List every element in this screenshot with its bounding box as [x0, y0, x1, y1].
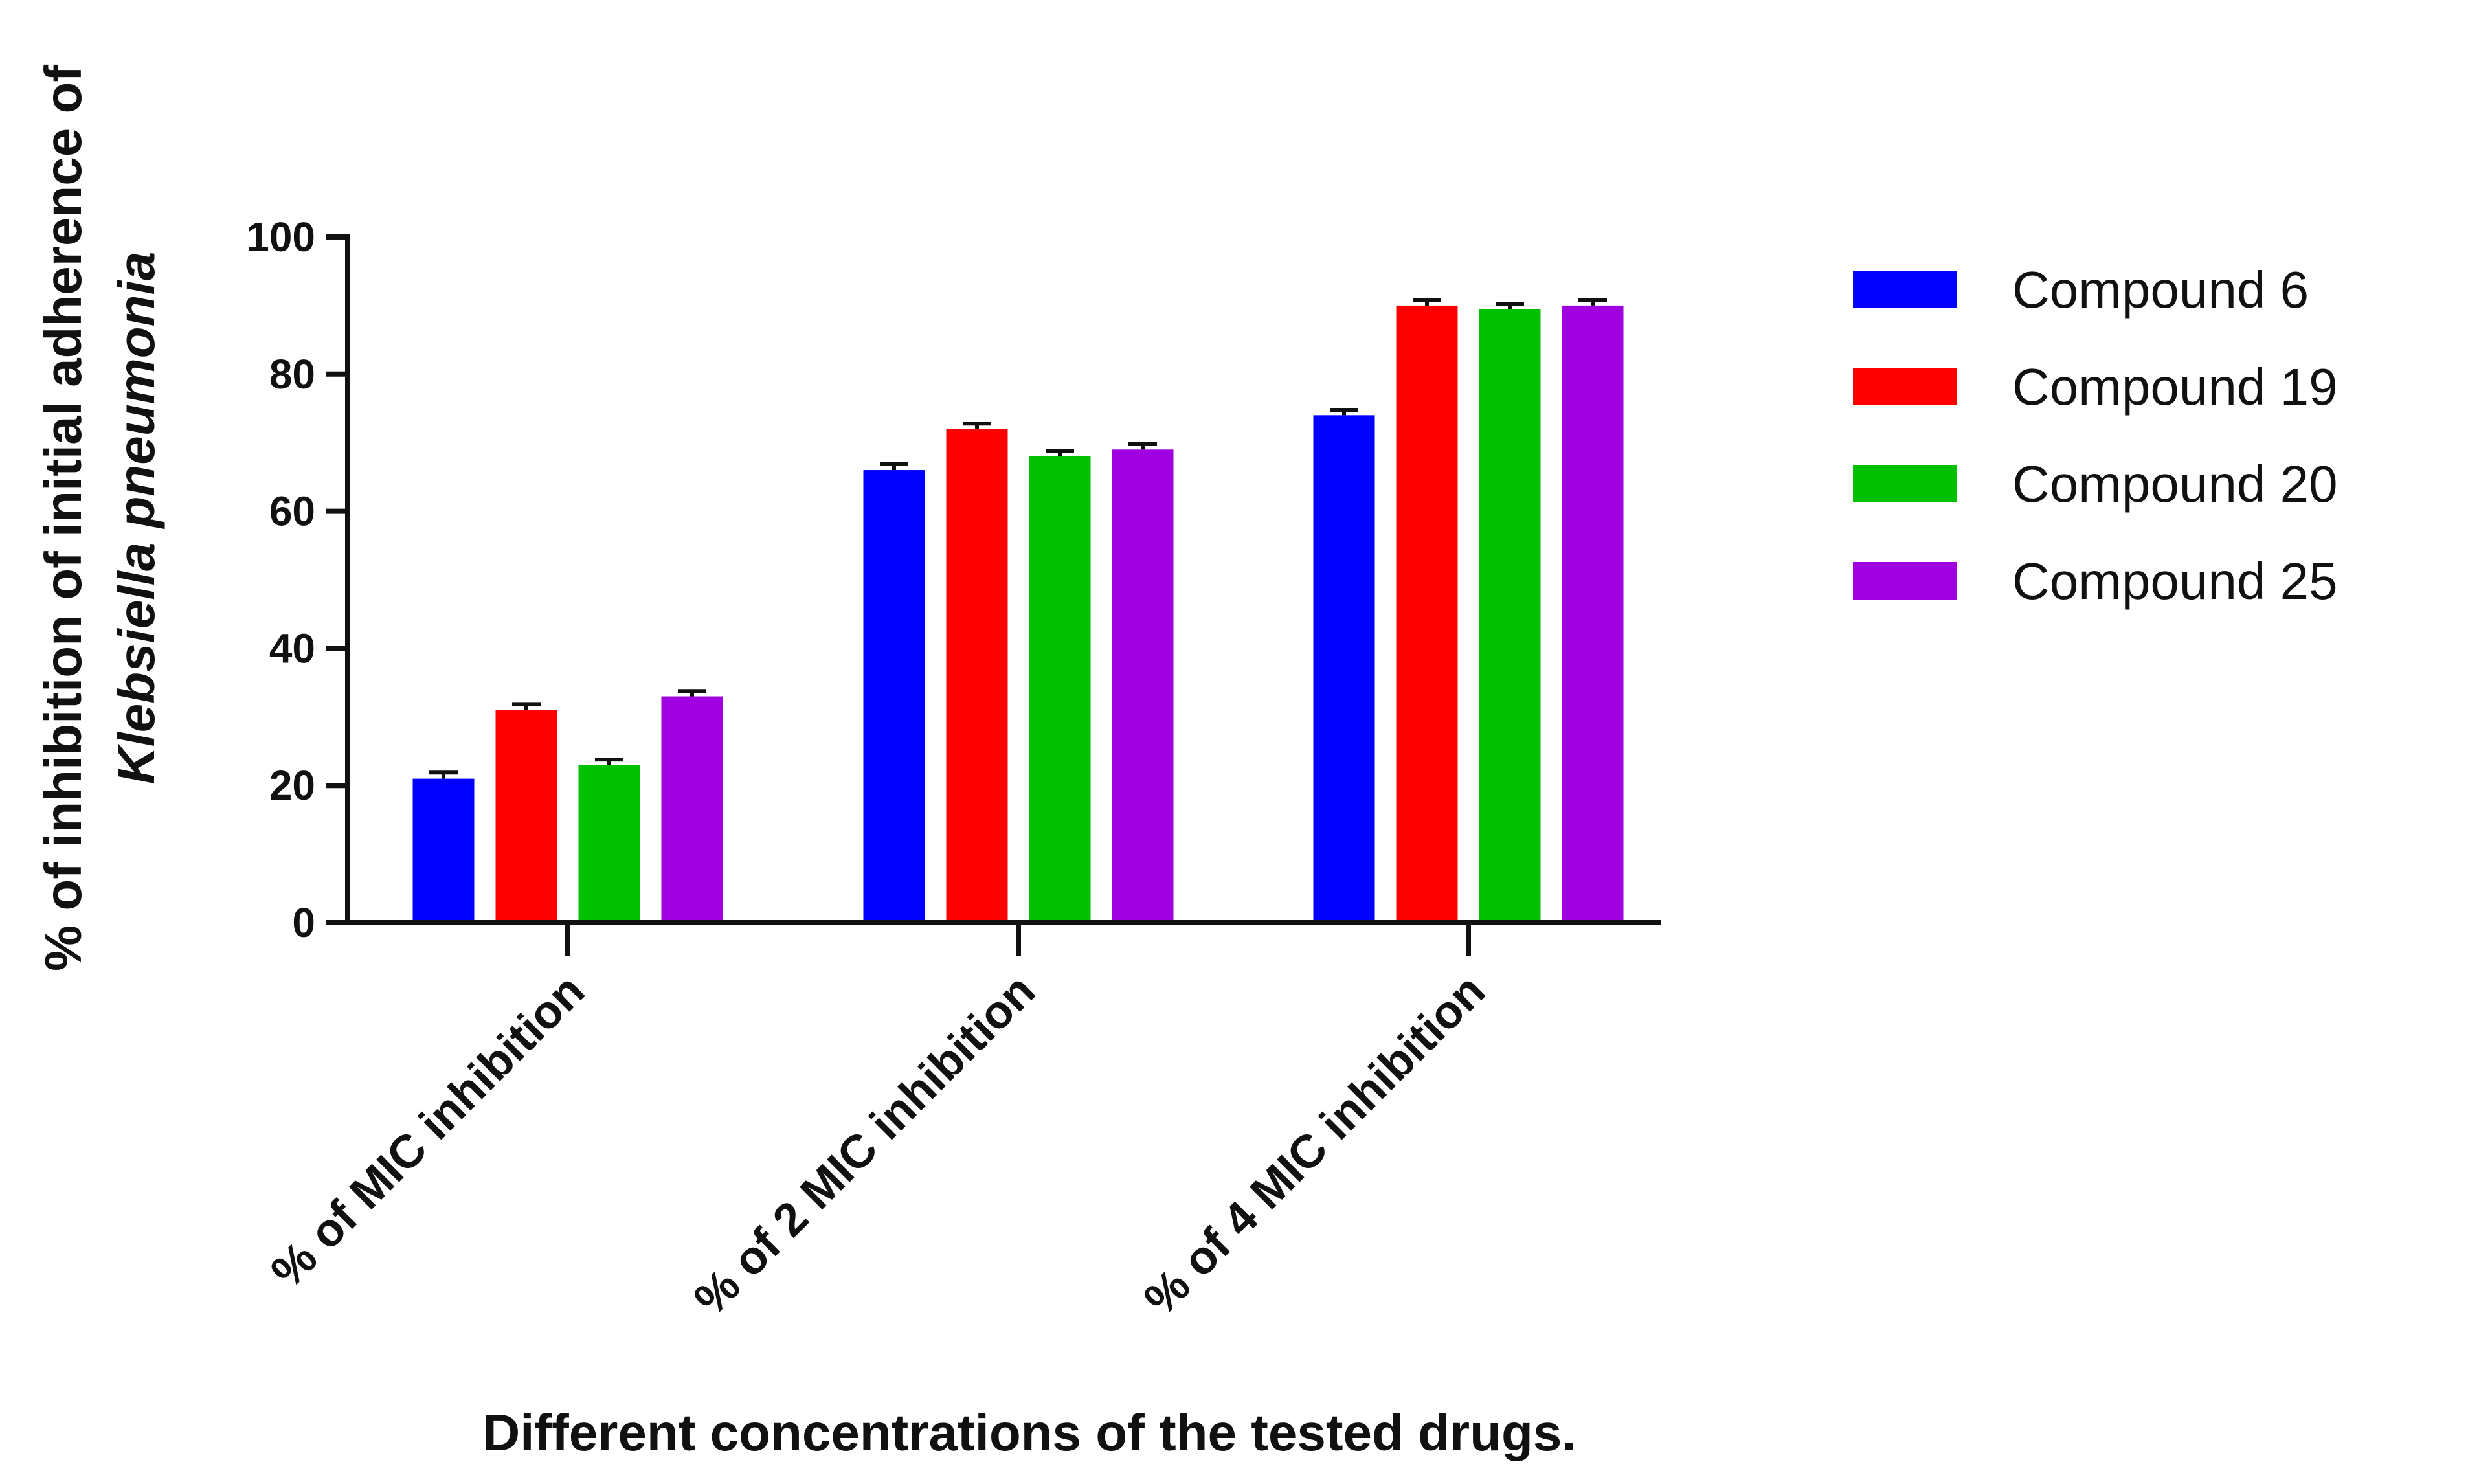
y-axis-title-line1: % of inhibition of initial adherence of: [34, 65, 92, 971]
bar-compound-6-3: [1313, 415, 1375, 923]
y-tick-label: 40: [269, 625, 315, 671]
y-tick-label: 60: [269, 488, 315, 535]
legend-swatch: [1853, 465, 1957, 502]
bar-compound-19-1: [495, 710, 557, 923]
y-ticks: 0 20 40 60 80 100: [246, 214, 348, 946]
legend-swatch: [1853, 368, 1957, 405]
bar-compound-25-3: [1562, 305, 1624, 923]
bar-compound-19-2: [946, 429, 1008, 923]
bar-compound-6-1: [412, 778, 475, 923]
bar-compound-20-2: [1029, 456, 1091, 923]
x-tick-label: % of 2 MIC inhibition: [684, 965, 1045, 1325]
bars-layer: [412, 305, 1624, 923]
x-tick-label: % of 4 MIC inhibition: [1134, 965, 1495, 1325]
y-axis-title-line2: Klebsiella pneumonia: [107, 252, 165, 784]
x-tick-label: % of MIC inhibition: [262, 965, 595, 1298]
y-tick-label: 80: [269, 351, 315, 398]
y-tick-label: 100: [246, 214, 315, 260]
x-ticks: % of MIC inhibition % of 2 MIC inhibition…: [262, 923, 1495, 1325]
x-axis-title: Different concentrations of the tested d…: [482, 1404, 1576, 1461]
legend-label: Compound 20: [2012, 455, 2338, 513]
bar-compound-6-2: [863, 470, 925, 923]
error-bars-layer: [429, 298, 1607, 779]
y-tick-label: 0: [292, 899, 315, 946]
legend-label: Compound 19: [2012, 358, 2338, 416]
bar-compound-25-1: [661, 696, 723, 923]
bar-compound-19-3: [1396, 305, 1458, 923]
y-tick-label: 20: [269, 762, 315, 809]
legend-swatch: [1853, 562, 1957, 600]
bar-compound-20-3: [1479, 309, 1541, 923]
legend: Compound 6 Compound 19 Compound 20 Compound…: [1853, 261, 2338, 610]
bar-compound-25-2: [1112, 449, 1174, 923]
legend-swatch: [1853, 271, 1957, 308]
legend-label: Compound 6: [2012, 261, 2309, 319]
bar-compound-20-1: [578, 765, 640, 923]
legend-label: Compound 25: [2012, 552, 2338, 610]
